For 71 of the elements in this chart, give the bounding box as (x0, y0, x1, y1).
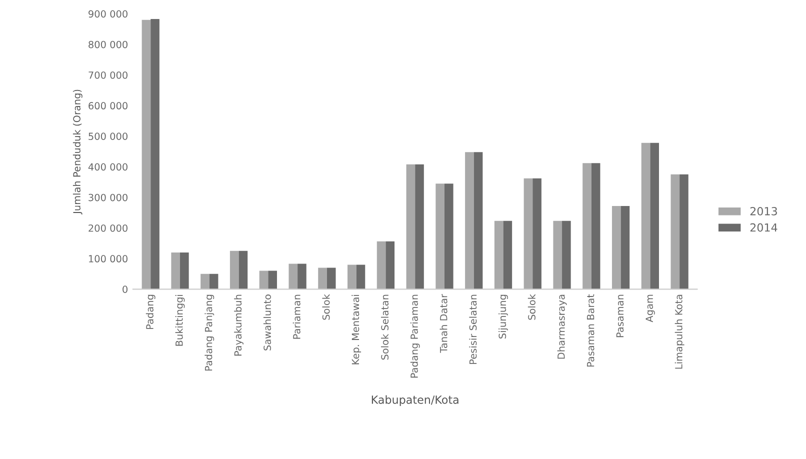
legend-label: 2013 (750, 206, 777, 216)
bar (230, 250, 239, 290)
bar (620, 206, 630, 290)
bar (288, 264, 298, 290)
bar (612, 206, 621, 290)
x-tick-label: Pasaman Barat (586, 294, 594, 367)
bar (326, 268, 336, 290)
bar (680, 174, 688, 290)
x-tick-label: Pesisir Selatan (469, 294, 477, 364)
x-tick-label: Agam (646, 294, 655, 322)
y-tick-label: 100 000 (88, 255, 128, 262)
bar (259, 270, 268, 290)
y-tick-label: 600 000 (88, 102, 128, 110)
y-tick-label: 0 (122, 286, 128, 293)
bar (209, 274, 218, 290)
y-tick-label: 500 000 (88, 132, 128, 140)
x-tick-label: Limapuluh Kota (674, 294, 684, 369)
bar (562, 220, 571, 290)
bar (532, 178, 542, 290)
x-tick-label: Bukittinggi (175, 294, 185, 346)
bar (503, 220, 512, 290)
x-tick-label: Sijunjung (498, 294, 508, 338)
bar (474, 152, 483, 290)
x-tick-label: Tanah Datar (440, 294, 448, 353)
bar (150, 18, 160, 290)
x-tick-label: Payakumbuh (234, 294, 244, 356)
x-tick-label: Padang (146, 294, 156, 329)
bar (348, 264, 356, 290)
x-axis-title: Kabupaten/Kota (372, 395, 458, 406)
y-tick-label: 800 000 (88, 40, 128, 48)
y-tick-label: 700 000 (88, 71, 128, 79)
y-axis-title: Jumlah Penduduk (Orang) (72, 90, 82, 214)
y-tick-label: 300 000 (88, 194, 128, 202)
bar (415, 164, 424, 290)
bar (591, 163, 600, 290)
x-tick-label: Padang Panjang (204, 294, 214, 371)
bar (171, 252, 180, 290)
bar (670, 174, 680, 290)
bar (524, 178, 533, 290)
x-tick-label: Dharmasraya (557, 294, 567, 359)
bar (386, 241, 395, 290)
bar (298, 264, 306, 290)
x-tick-label: Kep. Mentawai (352, 294, 362, 364)
x-tick-label: Pariaman (292, 294, 300, 339)
bar (200, 274, 210, 290)
x-tick-label: Pasaman (616, 294, 624, 338)
x-tick-label: Sawahlunto (263, 294, 271, 350)
bar (268, 270, 277, 290)
bar (238, 250, 248, 290)
bar (180, 252, 189, 290)
bar (376, 241, 386, 290)
x-tick-label: Solok (528, 294, 536, 320)
bar (582, 163, 592, 290)
bar (444, 184, 454, 290)
bar (356, 264, 366, 290)
bar (650, 142, 659, 290)
bar (465, 152, 474, 290)
x-tick-label: Solok Selatan (381, 294, 389, 360)
bar (318, 268, 327, 290)
x-tick-label: Solok (322, 294, 330, 320)
bar (494, 220, 504, 290)
bar (406, 164, 416, 290)
legend-label: 2014 (750, 223, 778, 232)
y-tick-label: 900 000 (88, 10, 128, 18)
y-tick-label: 200 000 (88, 224, 128, 232)
x-tick-label: Padang Pariaman (410, 294, 420, 378)
bar (436, 184, 444, 290)
bar (553, 220, 562, 290)
y-tick-label: 400 000 (88, 163, 128, 171)
bar (641, 142, 650, 290)
bar (142, 20, 151, 290)
